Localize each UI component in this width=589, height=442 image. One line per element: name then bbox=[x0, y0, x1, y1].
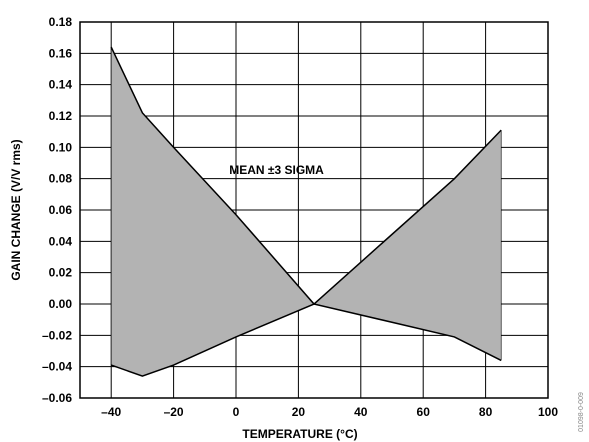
x-tick-label: 100 bbox=[538, 405, 558, 419]
x-tick-label: 80 bbox=[479, 405, 493, 419]
figure-id: 01098-0-009 bbox=[578, 392, 585, 432]
x-tick-label: 0 bbox=[233, 405, 240, 419]
x-tick-label: 40 bbox=[354, 405, 368, 419]
x-axis-label: TEMPERATURE (°C) bbox=[242, 427, 357, 441]
y-tick-label: –0.02 bbox=[42, 328, 72, 342]
lower-bound-line bbox=[110, 303, 502, 377]
upper-bound-line bbox=[110, 46, 502, 306]
y-tick-label: –0.06 bbox=[42, 391, 72, 405]
y-tick-label: 0.16 bbox=[49, 46, 73, 60]
series-lines bbox=[110, 46, 502, 377]
y-axis-label: GAIN CHANGE (V/V rms) bbox=[9, 139, 23, 280]
x-tick-labels: –40 –20 0 20 40 60 80 100 bbox=[101, 405, 558, 419]
y-tick-label: 0.04 bbox=[49, 234, 73, 248]
y-tick-label: 0.12 bbox=[49, 109, 73, 123]
plot-frame bbox=[79, 21, 549, 399]
y-tick-label: –0.04 bbox=[42, 360, 72, 374]
y-tick-label: 0.18 bbox=[49, 15, 73, 29]
x-tick-label: –40 bbox=[101, 405, 121, 419]
y-tick-labels: 0.18 0.16 0.14 0.12 0.10 0.08 0.06 0.04 0.02 0.00… bbox=[42, 15, 72, 405]
sigma-band-area bbox=[111, 47, 502, 377]
y-tick-label: 0.06 bbox=[49, 203, 73, 217]
x-tick-label: –20 bbox=[164, 405, 184, 419]
x-tick-label: 60 bbox=[417, 405, 431, 419]
x-tick-label: 20 bbox=[292, 405, 306, 419]
annotation-label: MEAN ±3 SIGMA bbox=[229, 163, 324, 177]
y-tick-label: 0.02 bbox=[49, 266, 73, 280]
y-tick-label: 0.14 bbox=[49, 78, 73, 92]
y-tick-label: 0.08 bbox=[49, 172, 73, 186]
y-tick-label: 0.10 bbox=[49, 140, 73, 154]
y-tick-label: 0.00 bbox=[49, 297, 73, 311]
sigma-band bbox=[111, 47, 502, 377]
